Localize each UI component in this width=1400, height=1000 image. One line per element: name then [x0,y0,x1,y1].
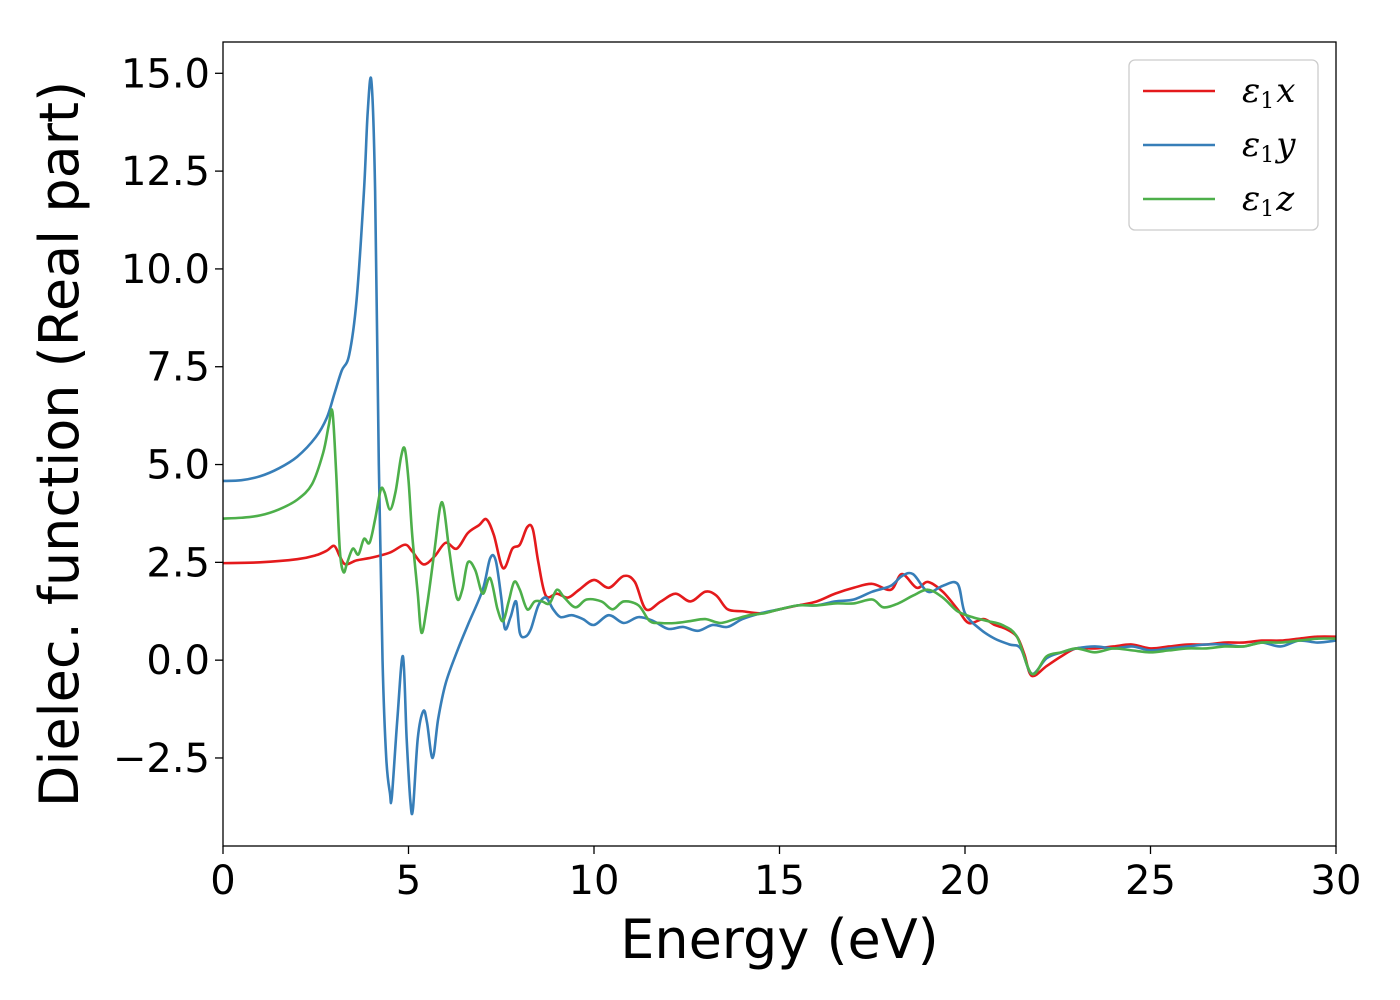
x-tick-label: 10 [569,858,620,904]
x-tick-label: 30 [1311,858,1362,904]
x-tick-label: 20 [940,858,991,904]
y-tick-label: 5.0 [146,443,210,489]
axis-ticks: 0 5 10 15 20 25 30 −2.5 0.0 2.5 5.0 7.5 10.0 12.5 15.0 [113,51,1362,904]
y-tick-label: 7.5 [146,345,210,391]
x-tick-label: 15 [754,858,805,904]
y-tick-label: 15.0 [121,51,210,97]
x-tick-label: 25 [1125,858,1176,904]
series-line-z [223,408,1336,676]
legend: ε1x ε1y ε1z [1128,59,1319,231]
legend-label-z: ε1z [1242,179,1295,222]
x-tick-label: 5 [396,858,421,904]
y-tick-label: 12.5 [121,149,210,195]
legend-box [1128,59,1319,231]
x-axis-title: Energy (eV) [620,908,939,971]
series-layer [223,76,1336,816]
y-tick-label: 2.5 [146,540,210,586]
y-tick-label: −2.5 [113,736,210,782]
y-tick-label: 10.0 [121,247,210,293]
legend-label-x: ε1x [1242,71,1295,114]
y-tick-label: 0.0 [146,638,210,684]
y-axis-title: Dielec. function (Real part) [28,81,91,807]
x-tick-label: 0 [210,858,235,904]
series-line-x [223,517,1336,678]
legend-label-y: ε1y [1242,125,1296,168]
